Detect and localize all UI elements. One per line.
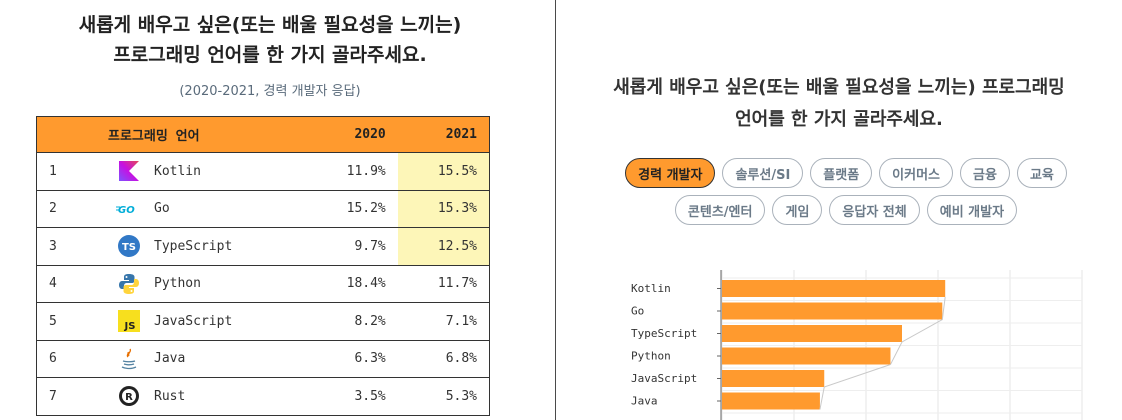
typescript-icon: TS	[116, 233, 142, 259]
bar-python[interactable]	[722, 347, 891, 365]
table-row: 2 GO Go 15.2% 15.3%	[36, 190, 490, 228]
row-language-cell: Kotlin	[108, 152, 307, 191]
row-language: Java	[154, 351, 186, 367]
row-2020: 8.2%	[306, 302, 398, 341]
language-ranking-table: 프로그래밍 언어 2020 2021 1 Kotlin 11.9% 15.5% 2 GO G…	[36, 116, 490, 416]
panel-divider	[555, 0, 556, 420]
row-2020: 11.9%	[306, 152, 398, 191]
table-row: 5 JS JavaScript 8.2% 7.1%	[36, 302, 490, 341]
row-language: TypeScript	[154, 238, 233, 254]
bar-javascript[interactable]	[722, 370, 825, 387]
filter-chip[interactable]: 콘텐츠/엔터	[674, 195, 766, 225]
table-row: 7 R Rust 3.5% 5.3%	[36, 377, 490, 416]
table-header-row: 프로그래밍 언어 2020 2021	[36, 116, 490, 153]
table-row: 6 Java 6.3% 6.8%	[36, 340, 490, 378]
kotlin-icon	[116, 158, 142, 184]
bar-chart: Kotlin Go TypeScript Python JavaScript Java	[631, 270, 1083, 420]
bar-end-connector	[819, 296, 946, 410]
row-rank: 1	[36, 152, 108, 191]
row-language: Rust	[154, 388, 186, 404]
row-2021: 7.1%	[397, 302, 490, 341]
filter-chip[interactable]: 금융	[960, 158, 1010, 188]
table-body: 1 Kotlin 11.9% 15.5% 2 GO Go 15.2% 15.3% 3 TS TypeS…	[36, 152, 490, 416]
javascript-icon: JS	[116, 308, 142, 334]
row-rank: 7	[36, 377, 108, 416]
row-rank: 6	[36, 340, 108, 378]
left-panel: 새롭게 배우고 싶은(또는 배울 필요성을 느끼는) 프로그래밍 언어를 한 가…	[0, 0, 555, 420]
row-language: Go	[154, 201, 170, 217]
row-rank: 4	[36, 265, 108, 303]
row-2020: 6.3%	[306, 340, 398, 378]
row-language: Kotlin	[154, 163, 201, 179]
row-2021: 15.5%	[397, 152, 490, 191]
row-language-cell: Python	[108, 265, 307, 303]
header-language: 프로그래밍 언어	[108, 116, 307, 153]
go-icon: GO	[116, 196, 142, 222]
bar-kotlin[interactable]	[722, 280, 946, 297]
python-icon	[116, 271, 142, 297]
row-language: Python	[154, 276, 201, 292]
filter-chip[interactable]: 응답자 전체	[829, 195, 920, 225]
table-row: 3 TS TypeScript 9.7% 12.5%	[36, 227, 490, 266]
row-2020: 15.2%	[306, 190, 398, 228]
table-row: 4 Python 18.4% 11.7%	[36, 265, 490, 303]
row-2021: 11.7%	[397, 265, 490, 303]
row-2020: 3.5%	[306, 377, 398, 416]
bar-java[interactable]	[722, 392, 820, 410]
filter-chip[interactable]: 플랫폼	[810, 158, 873, 188]
category-label: Java	[631, 395, 658, 408]
category-label: JavaScript	[631, 372, 697, 385]
filter-chip[interactable]: 게임	[772, 195, 823, 225]
svg-text:TS: TS	[122, 242, 136, 253]
svg-text:R: R	[125, 392, 133, 403]
bar-typescript[interactable]	[722, 325, 902, 342]
rust-icon: R	[116, 383, 142, 409]
header-2021: 2021	[397, 116, 490, 153]
row-language-cell: JS JavaScript	[108, 302, 307, 341]
right-title: 새롭게 배우고 싶은(또는 배울 필요성을 느끼는) 프로그래밍 언어를 한 가…	[556, 72, 1122, 136]
right-title-line1: 새롭게 배우고 싶은(또는 배울 필요성을 느끼는) 프로그래밍	[613, 77, 1065, 98]
filter-chip[interactable]: 교육	[1016, 158, 1067, 188]
left-title-line2: 프로그래밍 언어를 한 가지 골라주세요.	[113, 44, 427, 66]
row-language: JavaScript	[154, 313, 233, 329]
left-subtitle: (2020-2021, 경력 개발자 응답)	[179, 84, 361, 99]
category-label: Kotlin	[631, 282, 671, 295]
row-2020: 18.4%	[306, 265, 398, 303]
header-2020: 2020	[306, 116, 398, 153]
right-title-line2: 언어를 한 가지 골라주세요.	[735, 109, 943, 130]
svg-text:JS: JS	[124, 321, 136, 332]
row-language-cell: GO Go	[108, 190, 307, 228]
table-row: 1 Kotlin 11.9% 15.5%	[36, 152, 490, 191]
row-rank: 2	[36, 190, 108, 228]
row-rank: 3	[36, 227, 108, 266]
filter-chip[interactable]: 솔루션/SI	[722, 158, 804, 188]
filter-chip[interactable]: 이커머스	[879, 158, 954, 188]
row-2021: 12.5%	[397, 227, 490, 266]
category-label: TypeScript	[631, 327, 697, 340]
filter-chip[interactable]: 경력 개발자	[625, 158, 716, 188]
java-icon	[116, 346, 142, 372]
svg-text:GO: GO	[118, 205, 135, 216]
left-title-line1: 새롭게 배우고 싶은(또는 배울 필요성을 느끼는)	[78, 14, 462, 36]
row-2021: 15.3%	[397, 190, 490, 228]
bar-go[interactable]	[722, 302, 943, 320]
row-2021: 6.8%	[397, 340, 490, 378]
row-2021: 5.3%	[397, 377, 490, 416]
row-2020: 9.7%	[306, 227, 398, 266]
row-language-cell: Java	[108, 340, 307, 378]
filter-chip[interactable]: 예비 개발자	[926, 195, 1018, 225]
row-rank: 5	[36, 302, 108, 341]
header-rank	[36, 116, 108, 153]
row-language-cell: TS TypeScript	[108, 227, 307, 266]
right-panel: 새롭게 배우고 싶은(또는 배울 필요성을 느끼는) 프로그래밍 언어를 한 가…	[556, 0, 1122, 420]
row-language-cell: R Rust	[108, 377, 307, 416]
category-label: Python	[631, 350, 671, 363]
category-label: Go	[631, 305, 644, 318]
